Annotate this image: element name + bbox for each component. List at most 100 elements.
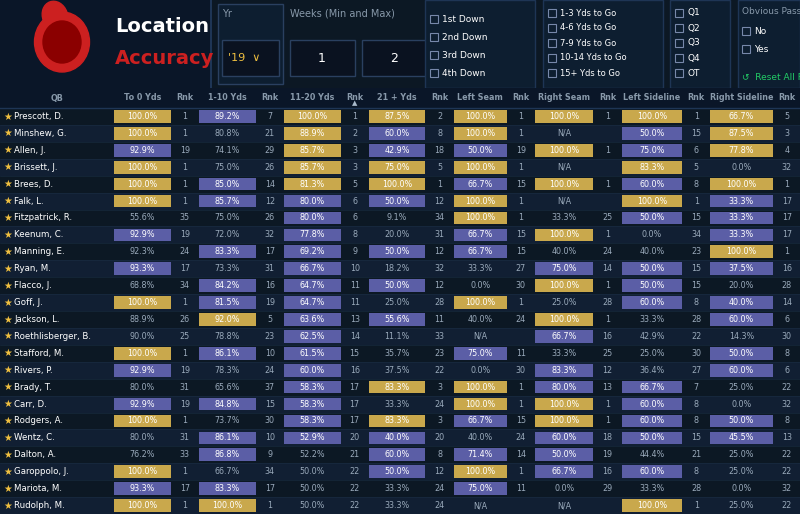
Bar <box>454 398 506 410</box>
Text: 11: 11 <box>350 298 360 307</box>
Text: 1: 1 <box>518 196 523 206</box>
Text: 100.0%: 100.0% <box>127 179 158 189</box>
Text: 18: 18 <box>602 433 613 443</box>
Text: 24: 24 <box>180 247 190 256</box>
Bar <box>284 347 341 360</box>
Bar <box>0 88 800 108</box>
Text: 1: 1 <box>437 179 442 189</box>
Text: 8: 8 <box>694 399 698 409</box>
Bar <box>284 212 341 224</box>
Bar <box>738 0 800 88</box>
Text: 28: 28 <box>691 315 702 324</box>
Bar <box>199 482 256 495</box>
Text: N/A: N/A <box>557 129 571 138</box>
Text: 100.0%: 100.0% <box>726 247 757 256</box>
Text: 65.6%: 65.6% <box>214 382 240 392</box>
Bar <box>284 398 341 410</box>
Text: 5: 5 <box>784 112 790 121</box>
Bar <box>430 51 438 59</box>
Bar <box>0 497 800 514</box>
Text: Dalton, A.: Dalton, A. <box>14 450 56 460</box>
Bar <box>548 24 556 32</box>
Text: 5: 5 <box>437 163 442 172</box>
Text: 33.3%: 33.3% <box>551 349 577 358</box>
Text: 1: 1 <box>605 281 610 290</box>
Bar <box>114 296 170 309</box>
Text: 25.0%: 25.0% <box>729 501 754 510</box>
Bar <box>454 381 506 394</box>
Text: 34: 34 <box>265 467 275 476</box>
Ellipse shape <box>43 21 81 63</box>
Bar <box>0 260 800 277</box>
Text: 33.3%: 33.3% <box>639 484 665 493</box>
Text: 6: 6 <box>784 365 790 375</box>
Text: 64.7%: 64.7% <box>299 298 325 307</box>
Bar <box>742 45 750 53</box>
Text: 14: 14 <box>265 179 275 189</box>
Text: 62.5%: 62.5% <box>299 332 325 341</box>
Bar <box>284 161 341 174</box>
Text: 1: 1 <box>182 467 187 476</box>
Text: ★: ★ <box>3 128 12 138</box>
Text: 4: 4 <box>784 146 790 155</box>
Text: 14: 14 <box>602 264 613 273</box>
Text: 36.4%: 36.4% <box>639 365 665 375</box>
Text: Rnk: Rnk <box>688 94 705 102</box>
Text: 72.0%: 72.0% <box>214 230 240 240</box>
Text: 63.6%: 63.6% <box>300 315 325 324</box>
Text: 24: 24 <box>602 247 613 256</box>
Text: 100.0%: 100.0% <box>549 112 579 121</box>
Bar <box>199 347 256 360</box>
Bar <box>535 364 594 377</box>
Text: ▲: ▲ <box>352 100 358 106</box>
Text: 86.1%: 86.1% <box>214 433 240 443</box>
Text: 24: 24 <box>516 315 526 324</box>
Text: 5: 5 <box>694 163 698 172</box>
Text: 0.0%: 0.0% <box>731 163 752 172</box>
Text: 100.0%: 100.0% <box>465 399 495 409</box>
Text: 1: 1 <box>605 399 610 409</box>
Text: Roethlisberger, B.: Roethlisberger, B. <box>14 332 91 341</box>
Text: 25.0%: 25.0% <box>729 467 754 476</box>
Text: 6: 6 <box>784 315 790 324</box>
Text: 83.3%: 83.3% <box>214 247 240 256</box>
Bar <box>284 364 341 377</box>
Text: 50.0%: 50.0% <box>551 450 577 460</box>
Text: 15: 15 <box>691 281 702 290</box>
Text: 25: 25 <box>602 349 613 358</box>
Text: 15+ Yds to Go: 15+ Yds to Go <box>560 68 620 78</box>
Text: 8: 8 <box>784 416 790 426</box>
Text: Jackson, L.: Jackson, L. <box>14 315 59 324</box>
Text: 25.0%: 25.0% <box>639 349 665 358</box>
Text: 92.3%: 92.3% <box>130 247 155 256</box>
Text: No: No <box>754 27 766 35</box>
Text: 11: 11 <box>434 315 445 324</box>
Text: 33.3%: 33.3% <box>729 230 754 240</box>
Text: 55.6%: 55.6% <box>385 315 410 324</box>
Text: 0.0%: 0.0% <box>470 281 490 290</box>
Text: 25.0%: 25.0% <box>385 298 410 307</box>
Text: 16: 16 <box>602 332 613 341</box>
Bar <box>535 313 594 326</box>
Text: 35: 35 <box>180 213 190 223</box>
Text: 3rd Down: 3rd Down <box>442 50 486 60</box>
Text: 11: 11 <box>350 281 360 290</box>
Text: 32: 32 <box>434 264 445 273</box>
Text: 45.5%: 45.5% <box>729 433 754 443</box>
Text: 7: 7 <box>267 112 272 121</box>
Bar <box>284 381 341 394</box>
Text: ★: ★ <box>3 348 12 358</box>
Text: 50.0%: 50.0% <box>639 433 665 443</box>
Bar <box>369 465 426 478</box>
Text: 1: 1 <box>318 51 326 64</box>
Text: 1: 1 <box>518 112 523 121</box>
Text: 1: 1 <box>182 112 187 121</box>
Text: 50.0%: 50.0% <box>639 281 665 290</box>
Text: 22: 22 <box>782 450 792 460</box>
Text: 25.0%: 25.0% <box>729 382 754 392</box>
Text: OT: OT <box>687 68 699 78</box>
Text: 16: 16 <box>782 264 792 273</box>
Text: ★: ★ <box>3 162 12 172</box>
Text: 78.8%: 78.8% <box>214 332 240 341</box>
Text: 50.0%: 50.0% <box>639 264 665 273</box>
